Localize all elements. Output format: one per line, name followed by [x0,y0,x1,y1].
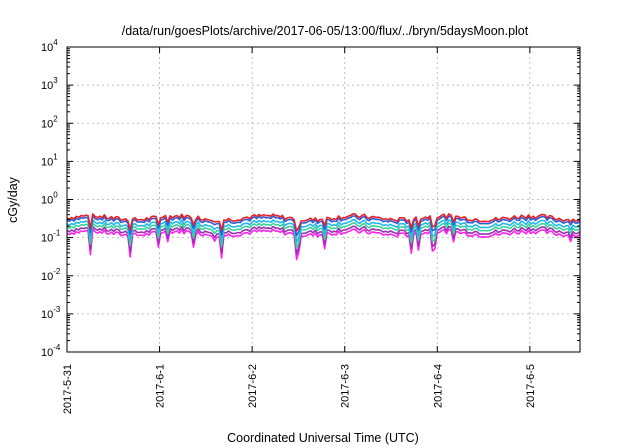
y-tick-label: 101 [41,152,58,168]
y-tick-label: 10-4 [41,343,61,359]
series-line [66,222,581,249]
series-group [66,213,581,261]
x-axis-label: Coordinated Universal Time (UTC) [227,431,419,445]
y-axis-label: cGy/day [6,176,20,223]
grid [67,47,580,352]
y-tick-label: 102 [41,114,58,130]
x-tick-label: 2017-6-5 [525,364,537,408]
x-tick-label: 2017-6-3 [340,364,352,408]
y-tick-label: 100 [41,191,58,207]
x-tick-label: 2017-5-31 [62,364,74,414]
x-tick-label: 2017-6-2 [247,364,259,408]
x-tick-label: 2017-6-4 [432,364,444,408]
series-line [66,215,581,237]
x-axis: 2017-5-31 2017-6-1 2017-6-2 2017-6-3 2017-6-… [62,47,537,414]
y-tick-label: 104 [41,38,58,54]
y-tick-label: 10-2 [41,267,61,283]
x-tick-label: 2017-6-1 [155,364,167,408]
series-line [66,219,581,244]
series-line [66,225,581,255]
chart-title: /data/run/goesPlots/archive/2017-06-05/1… [122,24,529,38]
y-axis: 10-4 10-3 10-2 10-1 100 101 102 103 104 [41,38,580,359]
y-tick-label: 10-3 [41,305,61,321]
y-tick-label: 103 [41,76,58,92]
y-tick-label: 10-1 [41,229,61,245]
series-line [66,213,581,232]
